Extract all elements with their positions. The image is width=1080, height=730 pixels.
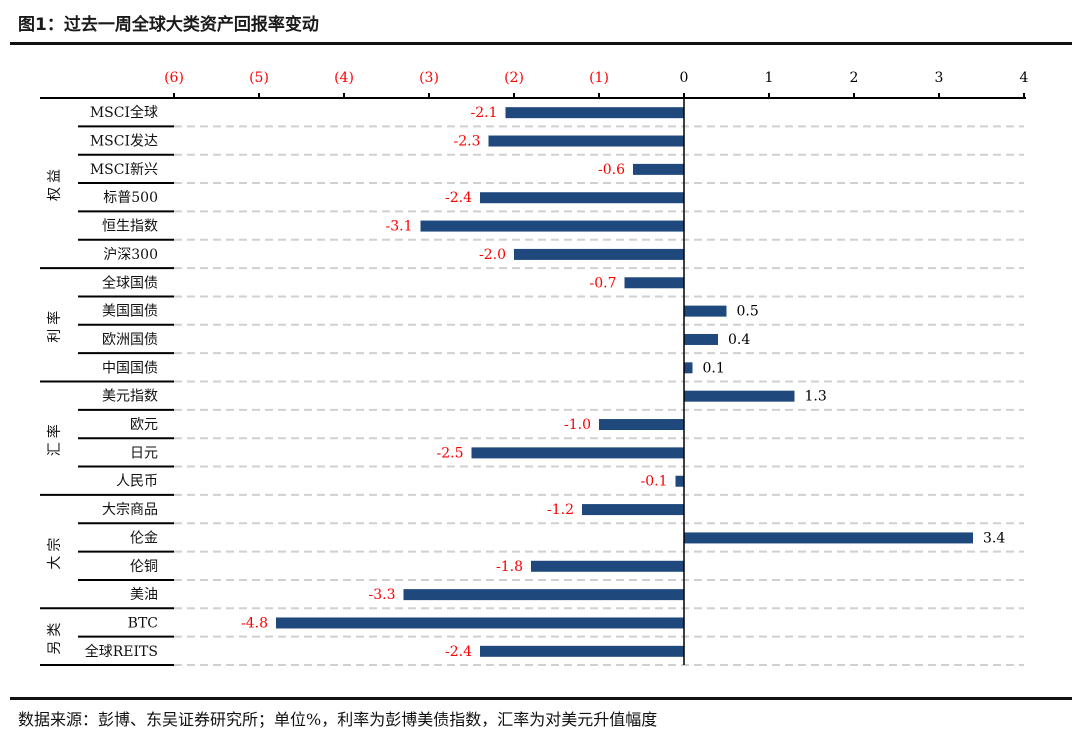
- bar: [599, 419, 684, 431]
- x-tick-label: 0: [680, 70, 689, 86]
- group-label: 大宗: [47, 534, 63, 570]
- data-label: -0.6: [598, 162, 625, 178]
- bar: [420, 220, 684, 232]
- category-label: 沪深300: [103, 247, 158, 263]
- data-label: -0.7: [590, 275, 617, 291]
- title-divider: [10, 42, 1072, 45]
- x-tick-label: 1: [765, 70, 774, 86]
- x-tick-label: (3): [419, 70, 439, 86]
- category-label: 欧元: [130, 417, 158, 433]
- category-label: 全球REITS: [85, 643, 158, 660]
- data-label: 0.4: [728, 332, 750, 348]
- bar: [480, 645, 684, 657]
- x-tick-label: 2: [850, 70, 859, 86]
- x-tick-label: (1): [589, 70, 609, 86]
- bar: [675, 475, 684, 487]
- data-label: -2.3: [454, 134, 481, 150]
- category-label: 欧洲国债: [102, 332, 158, 348]
- category-label: MSCI新兴: [90, 162, 158, 178]
- data-label: -2.1: [471, 105, 498, 121]
- category-label: 美国国债: [102, 304, 158, 320]
- bar: [488, 135, 684, 147]
- data-label: -0.1: [641, 474, 668, 490]
- category-label: 伦金: [130, 530, 158, 546]
- x-tick-label: (6): [164, 70, 184, 86]
- bar: [582, 504, 684, 516]
- category-label: 标普500: [103, 190, 158, 206]
- figure-title: 图1：过去一周全球大类资产回报率变动: [18, 15, 319, 35]
- category-label: 恒生指数: [102, 219, 158, 235]
- bar: [684, 305, 727, 317]
- group-label: 权益: [47, 165, 63, 201]
- bar: [514, 248, 684, 260]
- data-label: -1.0: [564, 417, 591, 433]
- x-tick-label: (4): [334, 70, 354, 86]
- bar: [403, 589, 684, 601]
- bar: [276, 617, 684, 629]
- bar: [684, 333, 718, 345]
- source-note: 数据来源：彭博、东吴证券研究所；单位%，利率为彭博美债指数，汇率为对美元升值幅度: [18, 710, 658, 729]
- category-label: 伦铜: [130, 559, 158, 575]
- x-tick-label: 4: [1020, 70, 1029, 86]
- category-label: MSCI全球: [90, 104, 158, 121]
- data-label: -3.1: [386, 219, 413, 235]
- group-label: 汇率: [46, 420, 63, 456]
- data-label: 3.4: [983, 530, 1005, 546]
- bar: [505, 107, 684, 119]
- bar: [471, 447, 684, 459]
- category-label: 美元指数: [102, 389, 158, 405]
- group-label: 另类: [47, 619, 63, 655]
- data-label: -3.3: [369, 587, 396, 603]
- x-tick-label: (5): [249, 70, 269, 86]
- data-label: -2.4: [445, 644, 472, 660]
- group-label: 利率: [46, 307, 63, 343]
- bar: [624, 277, 684, 289]
- category-label: BTC: [128, 615, 158, 631]
- bar: [480, 192, 684, 204]
- bar: [531, 560, 684, 572]
- data-label: -2.5: [437, 445, 464, 461]
- footer-divider: [10, 697, 1072, 700]
- bar: [633, 163, 684, 175]
- data-label: 0.5: [737, 304, 759, 320]
- data-label: -1.8: [496, 559, 523, 575]
- category-label: 中国国债: [102, 360, 158, 376]
- bar: [684, 362, 693, 374]
- category-label: MSCI发达: [90, 134, 158, 150]
- data-label: -2.4: [445, 190, 472, 206]
- data-label: 1.3: [805, 389, 827, 405]
- category-label: 大宗商品: [102, 502, 158, 518]
- bar: [684, 390, 795, 402]
- data-label: -1.2: [547, 502, 574, 518]
- category-label: 全球国债: [102, 274, 158, 291]
- category-label: 日元: [130, 445, 158, 461]
- x-tick-label: 3: [935, 70, 944, 86]
- bar: [684, 532, 973, 544]
- category-label: 人民币: [116, 474, 158, 490]
- x-tick-label: (2): [504, 70, 524, 86]
- data-label: -4.8: [241, 615, 268, 631]
- category-label: 美油: [130, 587, 158, 603]
- data-label: 0.1: [703, 360, 725, 376]
- data-label: -2.0: [479, 247, 506, 263]
